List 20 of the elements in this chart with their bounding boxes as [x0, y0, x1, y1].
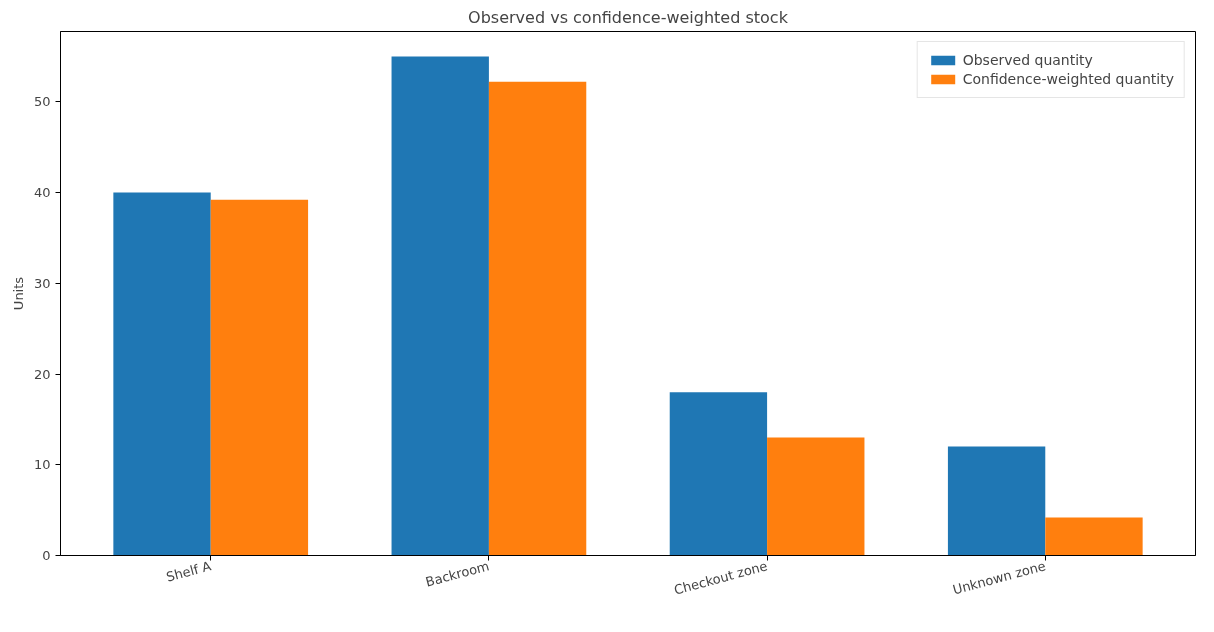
legend-label: Confidence-weighted quantity — [962, 71, 1174, 87]
y-tick-label: 20 — [33, 366, 51, 382]
bar — [113, 192, 211, 556]
y-tick-label: 40 — [33, 185, 51, 201]
bar — [947, 446, 1046, 556]
legend-label: Observed quantity — [962, 52, 1093, 68]
x-tick-label: Shelf A — [164, 558, 213, 585]
bar — [767, 437, 865, 556]
bar — [391, 56, 489, 556]
y-tick-label: 0 — [42, 548, 51, 563]
bar — [210, 199, 309, 556]
y-tick-label: 50 — [33, 94, 51, 110]
y-tick-label: 10 — [33, 457, 51, 473]
bar — [669, 392, 768, 556]
y-tick-label: 30 — [33, 275, 51, 291]
chart-title: Observed vs confidence-weighted stock — [468, 7, 789, 27]
x-tick-label: Unknown zone — [951, 558, 1048, 598]
bar — [1045, 517, 1143, 556]
y-axis-title: Units — [10, 276, 26, 311]
bar — [488, 81, 587, 556]
